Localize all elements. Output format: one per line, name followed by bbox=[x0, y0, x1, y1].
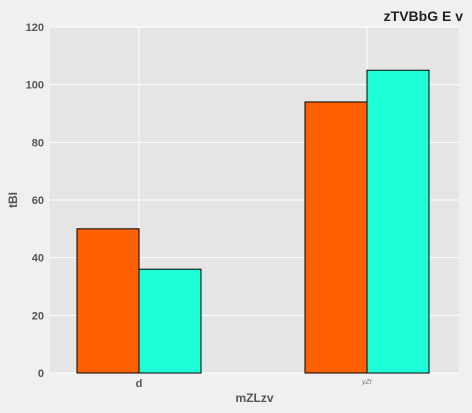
chart-title: zTVBbG E v bbox=[384, 8, 464, 24]
bar bbox=[138, 268, 202, 374]
y-tick-label: 40 bbox=[32, 253, 44, 265]
x-tick-label: d bbox=[136, 378, 143, 390]
bar bbox=[76, 228, 140, 374]
y-tick-label: 60 bbox=[32, 195, 44, 207]
y-tick-label: 100 bbox=[26, 80, 44, 92]
bars bbox=[76, 69, 430, 374]
y-tick-label: 80 bbox=[32, 137, 44, 149]
y-axis-ticks: 0 20 40 60 80 100 120 bbox=[26, 22, 44, 380]
x-axis-label: mZLzv bbox=[235, 391, 273, 405]
bar bbox=[304, 101, 368, 374]
y-tick-label: 0 bbox=[38, 368, 44, 380]
y-axis-label: tBI bbox=[6, 192, 20, 208]
x-tick-label: yZr bbox=[361, 379, 373, 386]
x-axis-ticks: d yZr bbox=[136, 378, 373, 390]
y-tick-label: 120 bbox=[26, 22, 44, 34]
y-tick-label: 20 bbox=[32, 310, 44, 322]
bar bbox=[366, 69, 430, 374]
